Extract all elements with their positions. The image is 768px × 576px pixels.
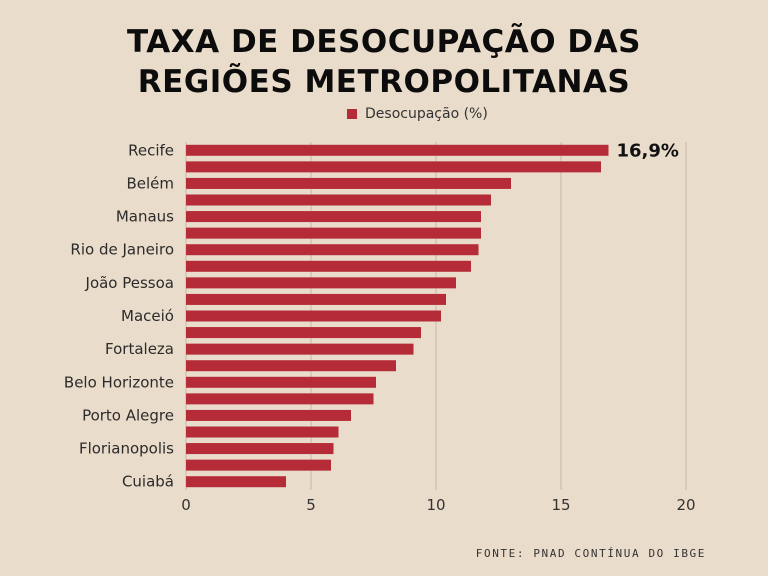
x-tick-label: 20 xyxy=(676,496,695,514)
bar xyxy=(186,409,351,421)
data-label: 16,9% xyxy=(617,140,679,161)
bar xyxy=(186,194,491,206)
category-label: Belém xyxy=(126,174,174,192)
category-label: Recife xyxy=(128,141,174,159)
bar xyxy=(186,393,374,405)
bar xyxy=(186,476,286,488)
category-label: Cuiabá xyxy=(122,473,174,491)
x-tick-label: 15 xyxy=(551,496,570,514)
x-tick-label: 10 xyxy=(426,496,445,514)
category-label: Rio de Janeiro xyxy=(70,241,174,259)
bar xyxy=(186,277,456,289)
chart-title: TAXA DE DESOCUPAÇÃO DAS REGIÕES METROPOL… xyxy=(0,22,768,102)
x-tick-label: 5 xyxy=(306,496,316,514)
x-tick-label: 0 xyxy=(181,496,191,514)
category-label: Florianopolis xyxy=(79,440,174,458)
legend: Desocupação (%) xyxy=(347,106,488,122)
bar xyxy=(186,310,441,322)
bar xyxy=(186,376,376,388)
bar xyxy=(186,260,471,272)
bar xyxy=(186,244,479,256)
category-label: Porto Alegre xyxy=(82,406,174,424)
bar xyxy=(186,327,421,339)
category-label: Maceió xyxy=(121,307,174,325)
category-label: João Pessoa xyxy=(85,274,174,292)
bar xyxy=(186,360,396,372)
bar xyxy=(186,211,481,223)
bar xyxy=(186,144,609,156)
category-label: Manaus xyxy=(116,208,174,226)
title-line-1: TAXA DE DESOCUPAÇÃO DAS xyxy=(127,24,641,60)
bar xyxy=(186,161,601,173)
bar xyxy=(186,293,446,305)
legend-swatch xyxy=(347,109,357,119)
source-note: FONTE: PNAD CONTÍNUA DO IBGE xyxy=(475,547,706,560)
bar xyxy=(186,426,339,438)
category-label: Belo Horizonte xyxy=(64,373,174,391)
bar xyxy=(186,343,414,355)
bar xyxy=(186,443,334,455)
bar xyxy=(186,227,481,239)
bar xyxy=(186,177,511,189)
bar xyxy=(186,459,331,471)
title-line-2: REGIÕES METROPOLITANAS xyxy=(137,64,631,100)
legend-label: Desocupação (%) xyxy=(365,106,488,122)
category-label: Fortaleza xyxy=(105,340,174,358)
